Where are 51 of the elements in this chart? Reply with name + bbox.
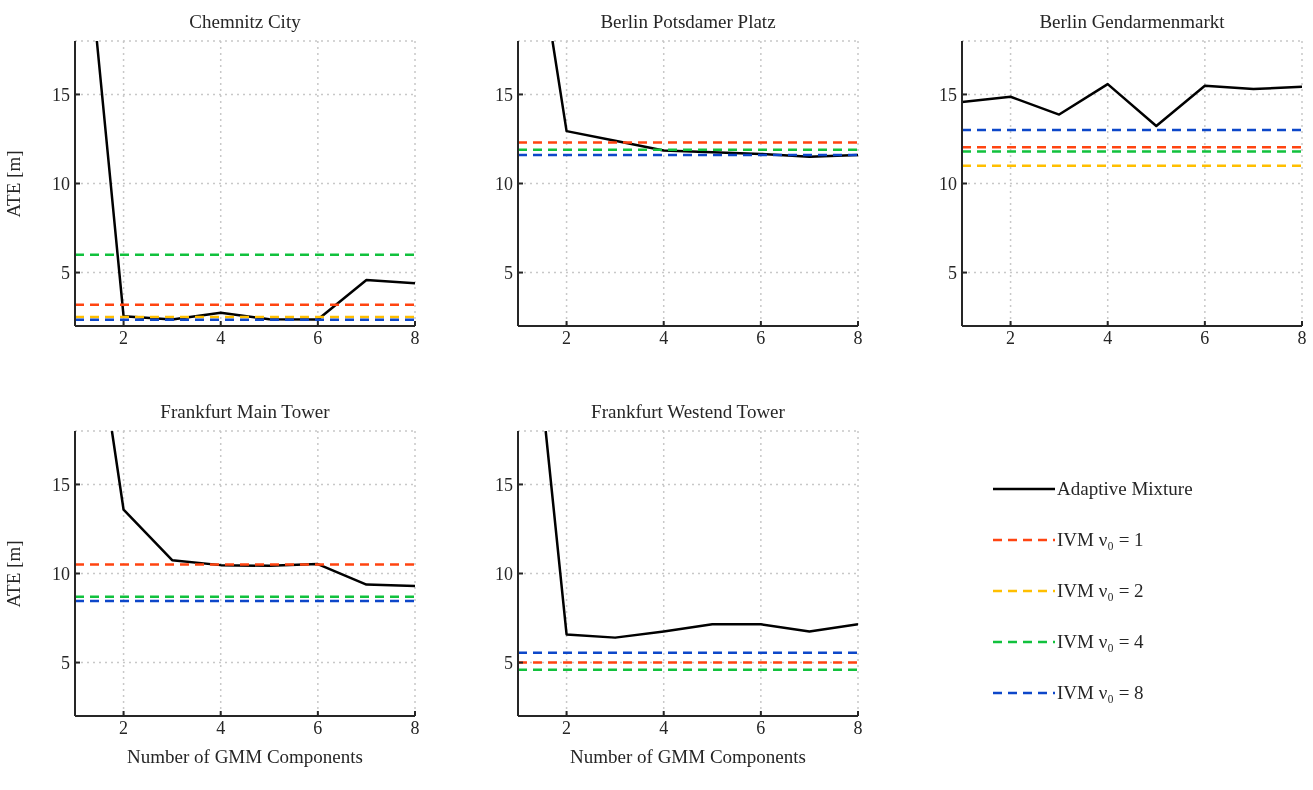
x-tick-label: 4 — [216, 327, 226, 348]
x-tick-label: 6 — [756, 327, 766, 348]
y-tick-label: 5 — [61, 652, 70, 673]
y-tick-label: 10 — [939, 173, 957, 194]
x-tick-label: 8 — [410, 327, 420, 348]
x-tick-label: 4 — [659, 717, 669, 738]
x-tick-label: 2 — [562, 717, 572, 738]
x-tick-label: 2 — [119, 327, 129, 348]
y-axis-title: ATE [m] — [3, 539, 25, 608]
chart-title: Berlin Gendarmenmarkt — [1038, 10, 1226, 34]
x-tick-label: 6 — [313, 717, 323, 738]
x-tick-label: 4 — [659, 327, 669, 348]
y-tick-label: 10 — [495, 563, 513, 584]
y-tick-label: 15 — [495, 474, 513, 495]
x-tick-label: 8 — [853, 717, 863, 738]
legend-label: IVM ν₀ = 8 — [1057, 681, 1144, 704]
x-tick-label: 2 — [1006, 327, 1016, 348]
line-series — [544, 431, 858, 639]
x-tick-label: 8 — [410, 717, 420, 738]
x-axis-title: Number of GMM Components — [569, 746, 807, 768]
x-axis-title: Number of GMM Components — [126, 746, 364, 768]
legend-label: IVM ν₀ = 2 — [1057, 579, 1144, 602]
legend-label: IVM ν₀ = 1 — [1057, 528, 1144, 551]
x-tick-label: 2 — [562, 327, 572, 348]
chart-title: Chemnitz City — [188, 10, 302, 34]
chart-title: Frankfurt Westend Tower — [590, 400, 786, 424]
y-tick-label: 15 — [939, 84, 957, 105]
chart-title: Berlin Potsdamer Platz — [599, 10, 777, 34]
y-tick-label: 15 — [52, 84, 70, 105]
y-tick-label: 10 — [495, 173, 513, 194]
y-tick-label: 5 — [504, 262, 513, 283]
x-tick-label: 6 — [756, 717, 766, 738]
x-tick-label: 8 — [1297, 327, 1307, 348]
y-tick-label: 15 — [52, 474, 70, 495]
y-tick-label: 10 — [52, 563, 70, 584]
y-tick-label: 5 — [948, 262, 957, 283]
x-tick-label: 6 — [313, 327, 323, 348]
x-tick-label: 2 — [119, 717, 129, 738]
y-tick-label: 5 — [61, 262, 70, 283]
x-tick-label: 4 — [1103, 327, 1113, 348]
line-series — [962, 82, 1302, 128]
x-tick-label: 6 — [1200, 327, 1210, 348]
y-axis-title: ATE [m] — [3, 149, 25, 218]
y-tick-label: 10 — [52, 173, 70, 194]
y-tick-label: 15 — [495, 84, 513, 105]
legend-label: Adaptive Mixture — [1057, 477, 1193, 500]
chart-title: Frankfurt Main Tower — [159, 400, 331, 424]
legend-label: IVM ν₀ = 4 — [1057, 630, 1144, 653]
x-tick-label: 4 — [216, 717, 226, 738]
y-tick-label: 5 — [504, 652, 513, 673]
x-tick-label: 8 — [853, 327, 863, 348]
